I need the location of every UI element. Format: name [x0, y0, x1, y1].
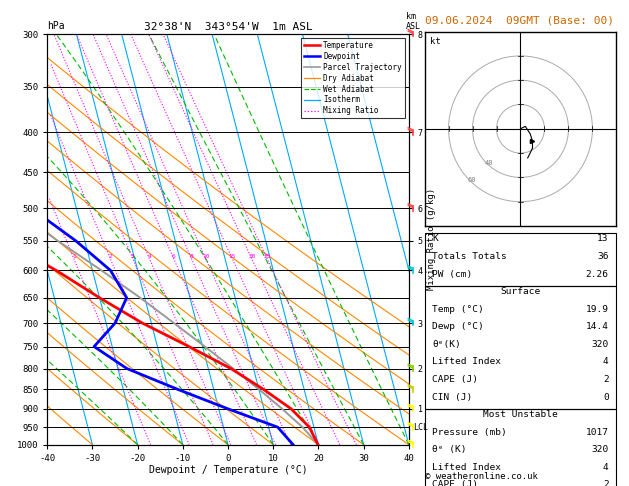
Text: © weatheronline.co.uk: © weatheronline.co.uk	[425, 472, 537, 481]
Text: Lifted Index: Lifted Index	[432, 357, 501, 366]
Text: Temp (°C): Temp (°C)	[432, 305, 484, 314]
Text: Dewp (°C): Dewp (°C)	[432, 322, 484, 331]
Text: CAPE (J): CAPE (J)	[432, 375, 478, 384]
Bar	[425, 233, 616, 286]
Legend: Temperature, Dewpoint, Parcel Trajectory, Dry Adiabat, Wet Adiabat, Isotherm, Mi: Temperature, Dewpoint, Parcel Trajectory…	[301, 38, 405, 119]
Text: km
ASL: km ASL	[406, 12, 421, 31]
Text: Surface: Surface	[501, 287, 540, 296]
Text: Totals Totals: Totals Totals	[432, 252, 507, 261]
Text: 4: 4	[603, 357, 609, 366]
Text: 19.9: 19.9	[586, 305, 609, 314]
Text: 09.06.2024  09GMT (Base: 00): 09.06.2024 09GMT (Base: 00)	[425, 16, 613, 26]
Text: CAPE (J): CAPE (J)	[432, 480, 478, 486]
Text: 10: 10	[202, 254, 209, 259]
Text: K: K	[432, 234, 438, 243]
Y-axis label: Mixing Ratio (g/kg): Mixing Ratio (g/kg)	[427, 188, 436, 291]
Text: 3: 3	[131, 254, 135, 259]
Text: 2: 2	[603, 480, 609, 486]
Bar	[425, 409, 616, 486]
Text: 0: 0	[603, 393, 609, 401]
Text: Pressure (mb): Pressure (mb)	[432, 428, 507, 436]
Text: CIN (J): CIN (J)	[432, 393, 472, 401]
Text: 4: 4	[603, 463, 609, 472]
Text: 6: 6	[172, 254, 175, 259]
Text: θᵉ (K): θᵉ (K)	[432, 445, 467, 454]
Text: 13: 13	[598, 234, 609, 243]
Text: 14.4: 14.4	[586, 322, 609, 331]
Text: 320: 320	[591, 445, 609, 454]
Text: 4: 4	[148, 254, 152, 259]
Text: 2.26: 2.26	[586, 270, 609, 278]
Text: 20: 20	[248, 254, 255, 259]
Text: 60: 60	[468, 177, 476, 183]
Text: 15: 15	[228, 254, 236, 259]
Text: Most Unstable: Most Unstable	[483, 410, 558, 419]
Title: 32°38'N  343°54'W  1m ASL: 32°38'N 343°54'W 1m ASL	[143, 22, 313, 32]
Text: 2: 2	[109, 254, 113, 259]
Bar	[425, 286, 616, 409]
Text: 25: 25	[264, 254, 271, 259]
Text: 8: 8	[190, 254, 194, 259]
Text: LCL: LCL	[413, 423, 428, 432]
Text: 1017: 1017	[586, 428, 609, 436]
Text: 40: 40	[484, 160, 493, 166]
Text: PW (cm): PW (cm)	[432, 270, 472, 278]
Text: 1: 1	[72, 254, 76, 259]
Text: 2: 2	[603, 375, 609, 384]
Text: Lifted Index: Lifted Index	[432, 463, 501, 472]
Text: kt: kt	[430, 37, 441, 47]
X-axis label: Dewpoint / Temperature (°C): Dewpoint / Temperature (°C)	[148, 466, 308, 475]
Text: θᵉ(K): θᵉ(K)	[432, 340, 461, 349]
Text: 36: 36	[598, 252, 609, 261]
Text: 320: 320	[591, 340, 609, 349]
Text: hPa: hPa	[47, 20, 65, 31]
